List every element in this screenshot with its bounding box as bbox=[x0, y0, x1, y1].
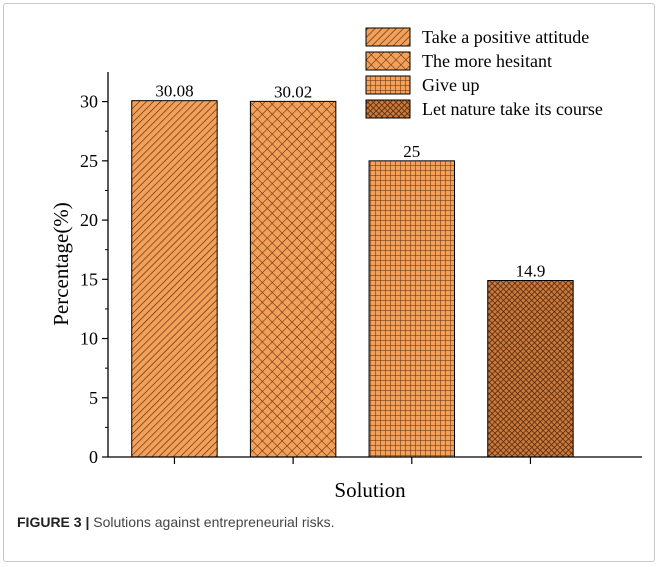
legend-swatch-3 bbox=[365, 75, 411, 95]
data-label-2: 30.02 bbox=[274, 82, 312, 101]
bar-chart: 30.08 30.02 25 14.9 0 5 10 15 20 25 30 Solution P… bbox=[49, 27, 642, 502]
data-labels-group: 30.08 30.02 25 14.9 bbox=[155, 82, 545, 281]
y-axis-label: Percentage(%) bbox=[49, 202, 73, 326]
bars-group bbox=[131, 100, 574, 458]
legend: Take a positive attitude The more hesitan… bbox=[365, 27, 603, 119]
y-tick-label: 0 bbox=[89, 447, 98, 467]
legend-swatch-2 bbox=[365, 51, 411, 71]
x-axis-label: Solution bbox=[334, 478, 406, 502]
data-label-1: 30.08 bbox=[155, 82, 193, 101]
x-axis bbox=[108, 456, 642, 464]
legend-label-2: The more hesitant bbox=[422, 51, 552, 71]
data-label-3: 25 bbox=[403, 142, 420, 161]
legend-label-1: Take a positive attitude bbox=[422, 27, 589, 47]
y-tick-label: 5 bbox=[89, 388, 98, 408]
y-tick-label: 20 bbox=[80, 210, 98, 230]
bar-1 bbox=[131, 100, 218, 458]
y-tick-label: 25 bbox=[80, 151, 98, 171]
y-ticks-group: 0 5 10 15 20 25 30 bbox=[80, 92, 108, 467]
caption-text: Solutions against entrepreneurial risks. bbox=[89, 514, 335, 530]
y-tick-label: 30 bbox=[80, 92, 98, 112]
legend-swatch-1 bbox=[365, 27, 411, 47]
legend-swatch-4 bbox=[365, 99, 411, 119]
y-tick-label: 15 bbox=[80, 269, 98, 289]
figure-caption: FIGURE 3 | Solutions against entrepreneu… bbox=[17, 514, 335, 530]
figure-label: FIGURE 3 | bbox=[17, 514, 90, 530]
bar-3 bbox=[368, 160, 456, 458]
data-label-4: 14.9 bbox=[516, 261, 546, 280]
bar-4 bbox=[487, 279, 574, 458]
y-axis: 0 5 10 15 20 25 30 bbox=[80, 72, 109, 467]
bar-2 bbox=[249, 100, 337, 458]
x-ticks-group bbox=[173, 457, 532, 464]
legend-label-4: Let nature take its course bbox=[422, 99, 603, 119]
legend-label-3: Give up bbox=[422, 75, 480, 95]
y-tick-label: 10 bbox=[80, 329, 98, 349]
